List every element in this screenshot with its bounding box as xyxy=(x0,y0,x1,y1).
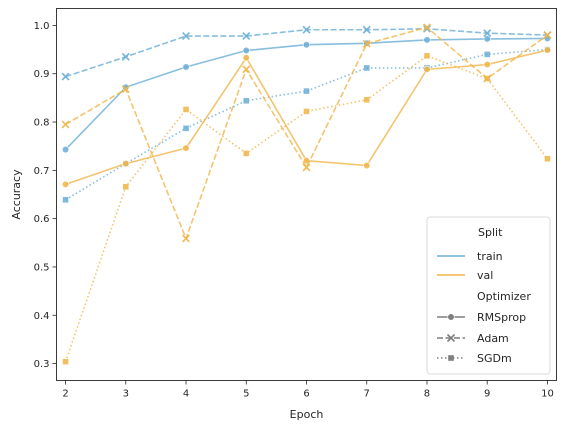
data-point xyxy=(242,46,250,55)
data-point xyxy=(182,234,191,243)
legend-swatch-sgdm xyxy=(437,355,465,361)
data-point xyxy=(62,197,69,203)
legend-swatch-rmsprop xyxy=(437,313,465,321)
data-point xyxy=(183,125,189,132)
data-point xyxy=(544,155,551,162)
y-tick-label: 1.0 xyxy=(34,21,50,32)
legend-entry-sgdm: SGDm xyxy=(477,352,512,365)
data-point xyxy=(243,97,250,104)
y-axis-label: Accuracy xyxy=(10,169,23,220)
data-point xyxy=(362,39,371,48)
data-point xyxy=(61,180,70,188)
y-tick-label: 0.8 xyxy=(34,118,50,129)
legend-style-title: Optimizer xyxy=(477,290,531,303)
series-train-adam xyxy=(61,24,552,81)
legend-hue-title: Split xyxy=(478,226,503,239)
data-point xyxy=(182,32,191,41)
x-tick-label: 5 xyxy=(243,389,249,400)
x-axis-label: Epoch xyxy=(290,408,324,421)
data-point xyxy=(302,41,311,49)
x-tick-label: 7 xyxy=(364,389,370,400)
data-point xyxy=(121,52,130,61)
x-tick-label: 9 xyxy=(484,389,490,400)
x-tick-label: 10 xyxy=(541,389,554,400)
data-point xyxy=(122,183,129,190)
data-point xyxy=(422,23,431,32)
y-tick-label: 0.7 xyxy=(34,166,50,177)
x-tick-label: 3 xyxy=(123,389,129,400)
y-axis: 0.3 0.4 0.5 0.6 0.7 0.8 0.9 1.0 xyxy=(34,21,57,370)
data-point xyxy=(122,159,130,168)
data-point xyxy=(182,63,190,71)
legend-entry-adam: Adam xyxy=(477,332,509,345)
series-layer xyxy=(61,23,552,365)
series-line-train-sgdm xyxy=(65,48,548,201)
data-point xyxy=(483,60,491,69)
data-point xyxy=(61,120,70,129)
x-tick-label: 6 xyxy=(303,389,309,400)
legend-entry-rmsprop: RMSprop xyxy=(477,311,526,324)
y-tick-label: 0.4 xyxy=(34,311,50,322)
series-train-rmsprop xyxy=(61,34,552,154)
series-line-val-adam xyxy=(65,26,548,240)
legend-swatch-adam xyxy=(437,333,465,343)
data-point xyxy=(61,145,70,154)
data-point xyxy=(484,75,491,82)
series-line-train-rmsprop xyxy=(64,37,548,151)
data-point xyxy=(182,144,190,152)
data-point xyxy=(121,85,130,94)
legend-entry-train: train xyxy=(477,250,503,263)
data-point xyxy=(243,150,250,157)
data-point xyxy=(484,51,491,58)
x-tick-label: 8 xyxy=(424,389,430,400)
data-point xyxy=(543,46,552,54)
legend-entry-val: val xyxy=(477,269,493,282)
data-point xyxy=(362,25,371,34)
legend: Split train val Optimizer RMSprop Adam S… xyxy=(426,216,551,375)
data-point xyxy=(303,108,310,115)
data-point xyxy=(543,31,552,40)
data-point xyxy=(62,358,69,365)
data-point xyxy=(424,53,430,59)
y-tick-label: 0.9 xyxy=(34,69,50,80)
data-point xyxy=(422,24,431,33)
series-val-sgdm xyxy=(62,53,551,365)
data-point xyxy=(183,106,189,113)
data-point xyxy=(242,65,251,74)
data-point xyxy=(363,65,370,71)
data-point xyxy=(363,161,371,170)
series-line-train-adam xyxy=(65,27,548,78)
data-point xyxy=(302,25,311,34)
y-tick-label: 0.3 xyxy=(34,359,50,370)
data-point xyxy=(302,163,311,172)
x-axis: 2 3 4 5 6 7 8 9 10 xyxy=(62,380,554,400)
series-val-rmsprop xyxy=(61,46,552,188)
data-point xyxy=(242,32,251,41)
series-val-adam xyxy=(61,23,552,243)
data-point xyxy=(483,35,491,43)
data-point xyxy=(61,72,70,81)
x-tick-label: 4 xyxy=(183,389,189,400)
data-point xyxy=(363,97,370,103)
data-point xyxy=(483,29,492,38)
y-tick-label: 0.6 xyxy=(34,214,50,225)
data-point xyxy=(423,65,431,73)
data-point xyxy=(242,54,250,62)
data-point xyxy=(303,88,310,94)
x-tick-label: 2 xyxy=(62,389,68,400)
data-point xyxy=(423,36,431,44)
y-tick-label: 0.5 xyxy=(34,262,50,273)
